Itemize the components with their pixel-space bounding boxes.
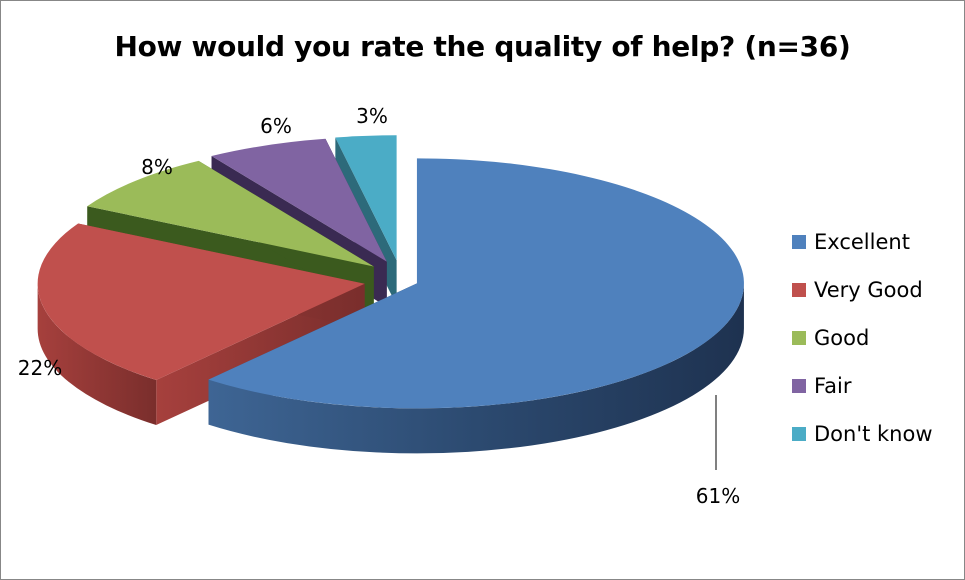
legend-item: Good [792,314,933,362]
data-label: 22% [18,356,62,380]
legend-swatch [792,283,806,297]
legend-item: Excellent [792,218,933,266]
pie-slice-excellent [208,158,744,454]
data-label: 3% [356,104,388,128]
slice-top [87,160,374,267]
legend-label: Fair [814,374,852,398]
legend-label: Good [814,326,870,350]
slice-top [211,138,387,262]
legend-item: Don't know [792,410,933,458]
data-label: 8% [141,155,173,179]
legend: Excellent Very Good Good Fair Don't know [792,218,933,458]
legend-swatch [792,235,806,249]
slice-top [208,158,744,409]
pie-slice-very-good [37,223,365,426]
legend-item: Very Good [792,266,933,314]
slice-rim [208,283,744,454]
slice-side-wall [156,283,365,426]
slice-rim [37,283,157,426]
legend-swatch [792,427,806,441]
chart-title: How would you rate the quality of help? … [114,30,851,63]
data-label: 6% [260,114,292,138]
slice-top [37,223,365,381]
legend-label: Excellent [814,230,910,254]
legend-label: Very Good [814,278,923,302]
legend-item: Fair [792,362,933,410]
legend-label: Don't know [814,422,933,446]
slice-top [335,135,397,261]
legend-swatch [792,331,806,345]
legend-swatch [792,379,806,393]
data-label: 61% [696,484,740,508]
